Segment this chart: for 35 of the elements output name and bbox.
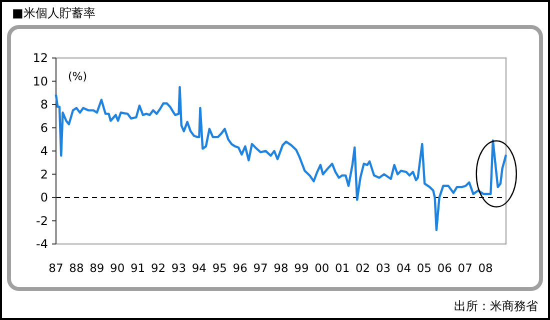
x-tick-label: 04 <box>396 261 412 275</box>
y-tick-label: 6 <box>40 120 48 135</box>
x-tick-label: 94 <box>192 261 206 275</box>
x-tick-label: 08 <box>478 261 493 275</box>
line-series <box>54 86 507 232</box>
x-tick-label: 05 <box>416 261 432 275</box>
y-axis-title: (%) <box>68 70 88 83</box>
y-tick-label: 0 <box>40 190 48 205</box>
x-tick-label: 88 <box>69 261 84 275</box>
y-tick-label: 12 <box>32 51 48 66</box>
x-tick-label: 97 <box>253 261 268 275</box>
y-tick-label: -4 <box>36 237 48 252</box>
x-tick-label: 89 <box>90 261 104 275</box>
x-tick-label: 92 <box>150 261 166 275</box>
x-tick-label: 03 <box>376 261 391 275</box>
y-tick-label: 8 <box>40 98 48 112</box>
x-tick-label: 01 <box>335 261 350 275</box>
x-tick-label: 87 <box>48 261 64 275</box>
chart-title: ■米個人貯蓄率 <box>12 6 96 20</box>
x-tick-label: 91 <box>130 261 146 275</box>
x-tick-label: 90 <box>110 261 125 275</box>
x-tick-label: 06 <box>437 261 452 275</box>
text: 出所：米商務省 <box>454 299 538 313</box>
x-tick-label: 95 <box>212 261 227 275</box>
y-tick-label: 4 <box>40 144 48 158</box>
x-tick-label: 96 <box>232 261 248 275</box>
y-tick-label: -2 <box>36 214 48 228</box>
x-tick-label: 02 <box>356 261 370 275</box>
x-tick-label: 99 <box>294 261 309 275</box>
y-tick-label: 2 <box>40 167 48 182</box>
x-tick-label: 07 <box>458 261 472 275</box>
x-tick-label: 93 <box>171 261 186 275</box>
x-tick-label: 98 <box>274 261 288 275</box>
x-tick-label: 00 <box>314 261 330 275</box>
y-tick-label: 10 <box>32 74 48 88</box>
